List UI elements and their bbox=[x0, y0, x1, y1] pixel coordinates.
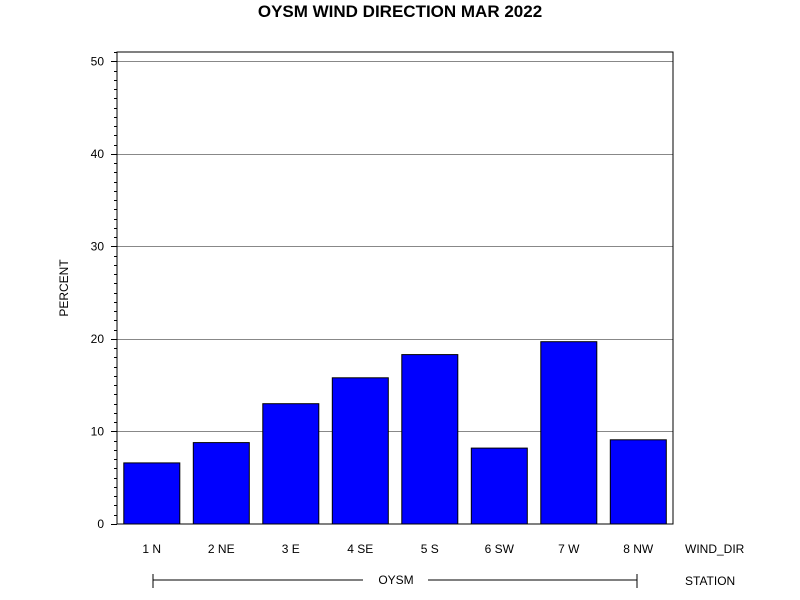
x-axis-tick-labels: 1 N 2 NE 3 E 4 SE 5 S 6 SW 7 W 8 NW bbox=[142, 542, 654, 556]
x-tick-label: 1 N bbox=[142, 542, 161, 556]
y-tick-label: 10 bbox=[91, 424, 105, 438]
x-tick-label: 7 W bbox=[558, 542, 580, 556]
station-group: OYSM bbox=[152, 573, 638, 588]
x-tick-label: 4 SE bbox=[347, 542, 373, 556]
bar-1-n bbox=[123, 462, 181, 525]
bars bbox=[123, 341, 667, 525]
y-tick-label: 50 bbox=[91, 54, 105, 68]
bar-6-sw bbox=[470, 447, 528, 525]
y-axis-label: PERCENT bbox=[57, 259, 71, 317]
bar-3-e bbox=[262, 403, 320, 525]
y-tick-label: 20 bbox=[91, 332, 105, 346]
x-tick-label: 3 E bbox=[282, 542, 300, 556]
y-axis-ticks: 0 10 20 30 40 50 bbox=[91, 52, 117, 531]
bar-5-s bbox=[401, 354, 459, 525]
chart-title: OYSM WIND DIRECTION MAR 2022 bbox=[258, 2, 542, 21]
y-tick-label: 40 bbox=[91, 147, 105, 161]
x-tick-label: 8 NW bbox=[623, 542, 654, 556]
x-axis-label: WIND_DIR bbox=[685, 542, 745, 556]
plot-frame bbox=[116, 51, 674, 525]
bar-4-se bbox=[331, 377, 389, 525]
station-axis-label: STATION bbox=[685, 574, 735, 588]
y-tick-label: 0 bbox=[97, 517, 104, 531]
bar-2-ne bbox=[192, 442, 250, 525]
x-tick-label: 6 SW bbox=[485, 542, 515, 556]
bar-7-w bbox=[540, 341, 598, 525]
station-name: OYSM bbox=[378, 573, 413, 587]
y-tick-label: 30 bbox=[91, 239, 105, 253]
x-tick-label: 5 S bbox=[421, 542, 439, 556]
x-tick-label: 2 NE bbox=[208, 542, 235, 556]
bar-8-nw bbox=[609, 439, 667, 525]
